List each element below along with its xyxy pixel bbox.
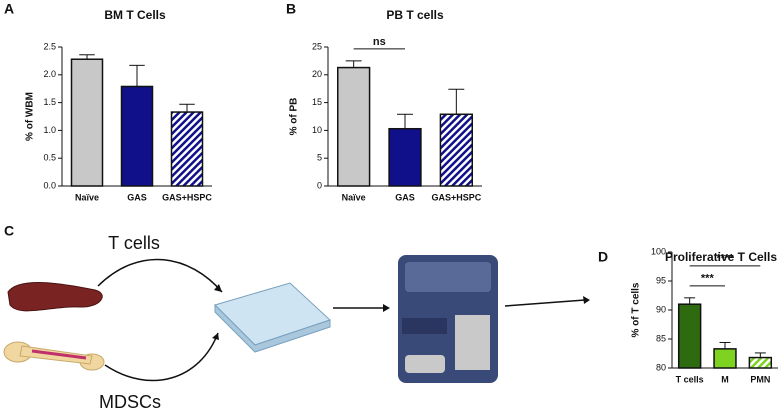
chart-title: BM T Cells	[104, 8, 166, 22]
y-tick-label: 15	[312, 97, 322, 107]
panel-letter: C	[4, 223, 14, 239]
y-tick-label: 1.0	[43, 125, 56, 135]
y-tick-label: 90	[656, 304, 666, 314]
bar	[120, 85, 154, 187]
bar	[677, 303, 702, 369]
panel-letter: D	[598, 249, 608, 265]
y-tick-label: 20	[312, 69, 322, 79]
spleen-icon	[7, 282, 103, 312]
y-tick-label: 2.5	[43, 41, 56, 51]
bar	[388, 127, 422, 187]
arrow-head	[212, 333, 219, 340]
x-tick-label: T cells	[676, 374, 704, 384]
y-tick-label: 80	[656, 362, 666, 372]
cytometer-icon	[398, 255, 498, 383]
x-tick-label: GAS	[127, 192, 147, 202]
arrow-head	[383, 304, 390, 312]
significance-label: ns	[373, 36, 386, 48]
diagram: T cells MDSCs	[3, 233, 590, 412]
y-tick-label: 95	[656, 275, 666, 285]
x-tick-label: PMN	[750, 374, 770, 384]
arrow	[504, 299, 586, 307]
chart-title: PB T cells	[386, 8, 444, 22]
y-tick-label: 0	[317, 180, 322, 190]
x-tick-label: GAS	[395, 192, 415, 202]
plate-icon	[214, 282, 331, 353]
y-axis-label: % of WBM	[25, 92, 36, 141]
y-tick-label: 0.5	[43, 153, 56, 163]
chart-title: Proliferative T Cells	[665, 250, 777, 264]
panel-letter: B	[286, 1, 296, 17]
diagram-label: T cells	[108, 233, 160, 253]
arrow	[104, 332, 219, 382]
diagram-label: MDSCs	[99, 392, 161, 412]
bar	[748, 356, 773, 369]
y-tick-label: 1.5	[43, 97, 56, 107]
y-axis-label: % of T cells	[631, 282, 642, 337]
y-tick-label: 85	[656, 333, 666, 343]
significance-label: ****	[716, 253, 734, 265]
y-tick-label: 5	[317, 153, 322, 163]
bar	[70, 58, 104, 187]
x-tick-label: M	[721, 374, 729, 384]
x-tick-label: Naïve	[342, 192, 366, 202]
x-tick-label: GAS+HSPC	[431, 192, 481, 202]
y-tick-label: 2.0	[43, 69, 56, 79]
y-tick-label: 25	[312, 41, 322, 51]
bar	[337, 66, 371, 187]
significance-label: ***	[701, 273, 715, 285]
y-axis-label: % of PB	[289, 98, 300, 136]
panel-letter: A	[4, 1, 14, 17]
arrow-head	[583, 296, 590, 304]
bar	[713, 348, 737, 369]
arrow	[97, 258, 223, 293]
arrow-head	[214, 284, 222, 292]
bar	[170, 111, 204, 187]
bar	[439, 113, 473, 187]
x-tick-label: GAS+HSPC	[162, 192, 212, 202]
y-tick-label: 0.0	[43, 180, 56, 190]
y-tick-label: 100	[651, 246, 666, 256]
bone-icon	[3, 341, 105, 371]
x-tick-label: Naïve	[75, 192, 99, 202]
y-tick-label: 10	[312, 125, 322, 135]
